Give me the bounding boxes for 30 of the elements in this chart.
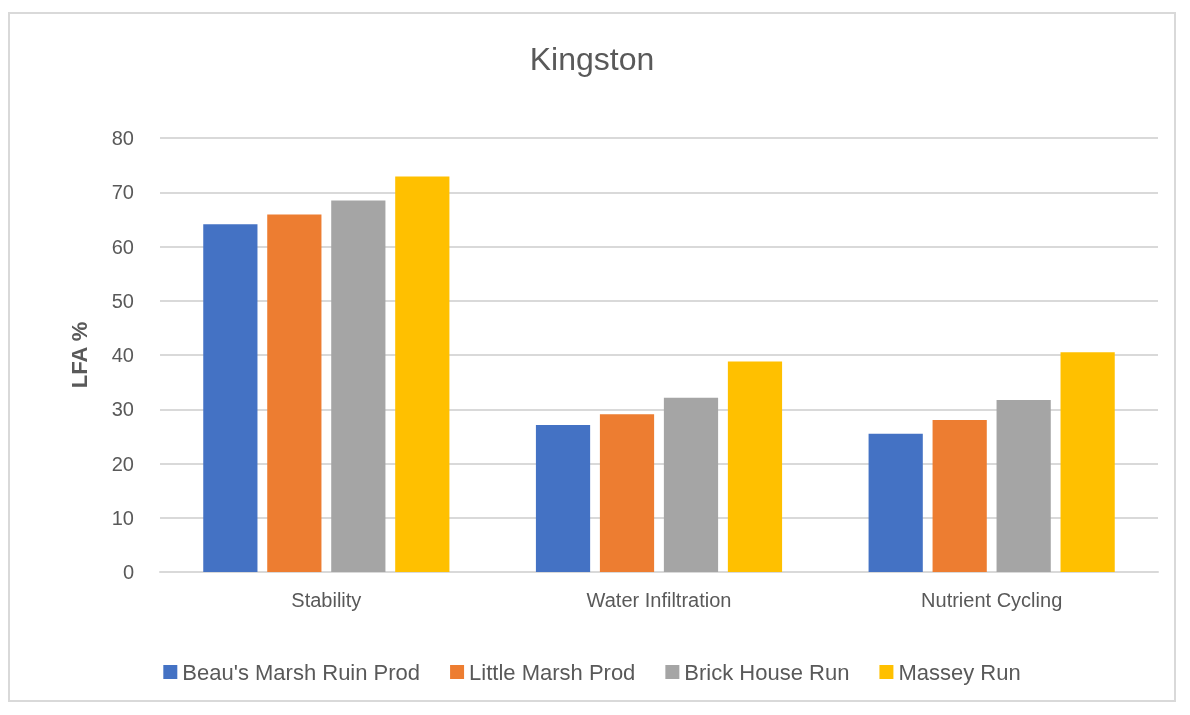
bar [203,224,258,572]
y-tick-label: 60 [111,235,134,258]
bar [868,433,923,572]
bar [395,176,450,572]
legend-label: Massey Run [898,659,1021,685]
bar [932,420,987,572]
y-tick-label: 20 [111,452,134,475]
y-tick-label: 50 [111,289,134,312]
legend-label: Brick House Run [684,659,850,685]
y-tick-label: 80 [111,127,134,149]
y-tick-label: 10 [111,506,134,529]
x-tick-label: Stability [291,589,362,611]
bar [331,200,386,572]
y-tick-label: 0 [122,561,134,583]
y-axis-title: LFA % [66,321,92,389]
bar [663,397,719,572]
bar [267,214,322,572]
y-tick-label: 30 [111,398,134,421]
bar [535,424,591,572]
legend-label: Little Marsh Prod [469,659,636,685]
bar [727,361,783,572]
chart-title: Kingston [529,41,655,77]
x-tick-label: Nutrient Cycling [921,589,1063,611]
bar [1060,352,1115,572]
x-tick-label: Water Infiltration [586,589,732,611]
bar [996,400,1051,572]
y-tick-label: 70 [111,181,134,204]
y-tick-label: 40 [111,344,134,366]
legend-label: Beau's Marsh Ruin Prod [182,659,421,685]
bar [599,414,655,572]
